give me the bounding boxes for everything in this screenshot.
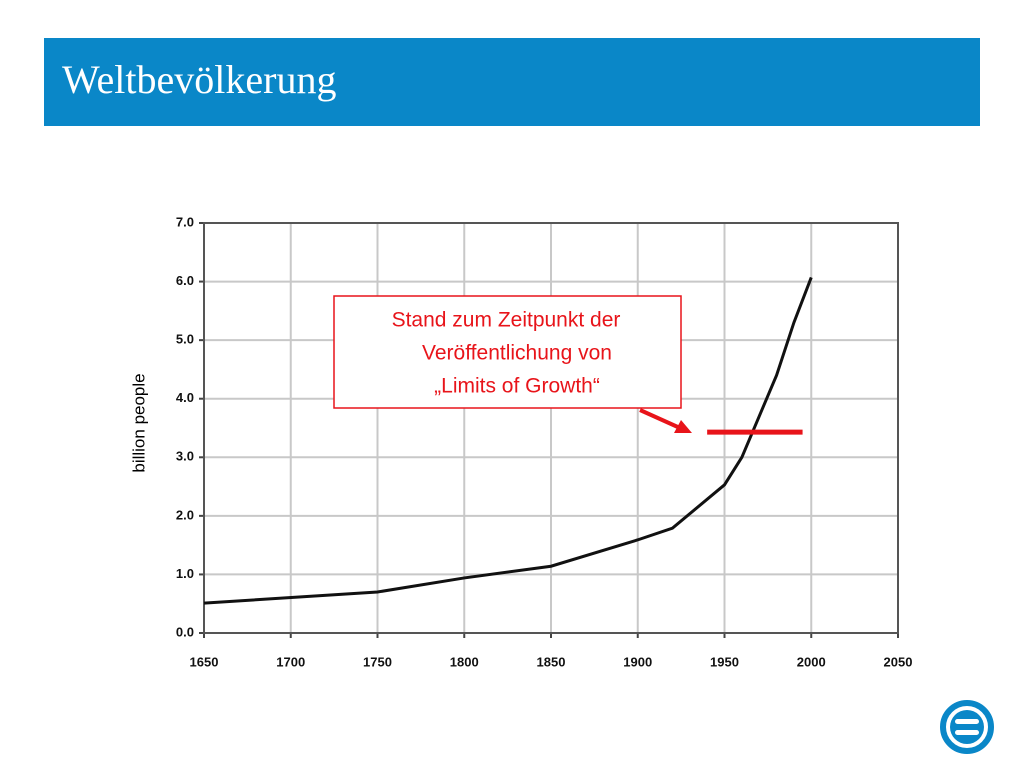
plot-frame (203, 222, 899, 634)
annotation-arrow (639, 408, 681, 430)
y-tick-label: 1.0 (176, 566, 194, 581)
y-tick-label: 6.0 (176, 273, 194, 288)
annotation-arrowhead (674, 420, 692, 433)
x-tick-label: 2050 (884, 654, 913, 669)
annotation-text: „Limits of Growth“ (434, 375, 600, 398)
x-tick-label: 1650 (190, 654, 219, 669)
y-tick-label: 5.0 (176, 332, 194, 347)
x-tick-label: 2000 (797, 654, 826, 669)
data-line (203, 276, 813, 605)
x-tick-label: 1750 (363, 654, 392, 669)
x-tick-label: 1950 (710, 654, 739, 669)
header-bar (44, 38, 980, 126)
annotation-text: Stand zum Zeitpunkt der (392, 309, 621, 332)
annotation-text: Veröffentlichung von (422, 342, 612, 365)
x-tick-label: 1800 (450, 654, 479, 669)
x-tick-label: 1900 (623, 654, 652, 669)
y-axis-label: billion people (129, 373, 148, 472)
x-tick-label: 1700 (276, 654, 305, 669)
y-tick-label: 3.0 (176, 449, 194, 464)
logo (940, 700, 994, 754)
annotation-box (333, 295, 682, 409)
slide-title: Weltbevölkerung (62, 57, 336, 102)
y-tick-label: 2.0 (176, 507, 194, 522)
y-tick-label: 4.0 (176, 390, 194, 405)
chart: 0.0 1.0 2.0 3.0 4.0 5.0 6.0 7.0 1650 1700 1750 1800… (129, 214, 912, 669)
x-tick-label: 1850 (537, 654, 566, 669)
y-tick-label: 7.0 (176, 214, 194, 229)
y-tick-label: 0.0 (176, 624, 194, 639)
